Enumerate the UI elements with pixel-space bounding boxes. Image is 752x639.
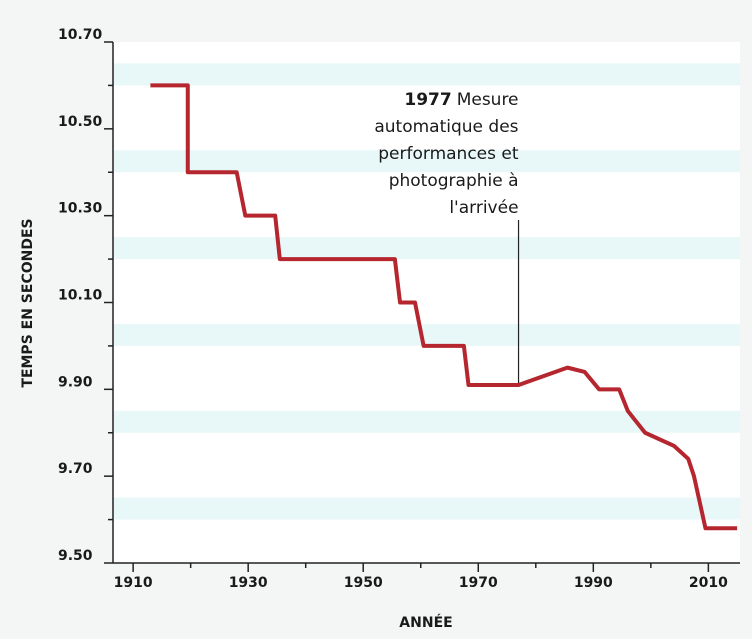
x-tick-label: 1950	[344, 575, 383, 591]
x-tick-label: 1990	[574, 575, 613, 591]
y-tick-label: 10.70	[58, 27, 103, 43]
annotation-text: performances et	[378, 144, 519, 164]
x-tick-label: 1910	[114, 575, 153, 591]
annotation-text: l'arrivée	[449, 198, 518, 218]
annotation-line-text: Mesure	[457, 90, 519, 110]
background-stripe	[113, 150, 740, 173]
y-tick-label: 10.50	[58, 114, 103, 130]
x-axis-label: ANNÉE	[399, 614, 452, 631]
background-stripe	[113, 497, 740, 520]
y-tick-label: 9.90	[58, 374, 93, 390]
annotation-year: 1977	[404, 90, 451, 110]
y-tick-label: 9.70	[58, 461, 93, 477]
annotation-text: photographie à	[389, 171, 519, 191]
y-tick-label: 10.30	[58, 201, 103, 217]
background-stripe	[113, 63, 740, 86]
x-tick-label: 1930	[229, 575, 268, 591]
x-tick-label: 2010	[689, 575, 728, 591]
y-tick-label: 10.10	[58, 288, 103, 304]
annotation-text: 1977 Mesure	[404, 90, 518, 110]
background-stripe	[113, 237, 740, 260]
plot-area	[113, 42, 740, 563]
y-axis-label: TEMPS EN SECONDES	[20, 218, 36, 387]
background-stripe	[113, 323, 740, 346]
annotation-text: automatique des	[374, 117, 518, 137]
y-tick-label: 9.50	[58, 548, 93, 564]
x-tick-label: 1970	[459, 575, 498, 591]
background-stripe	[113, 410, 740, 433]
record-line	[150, 83, 738, 531]
